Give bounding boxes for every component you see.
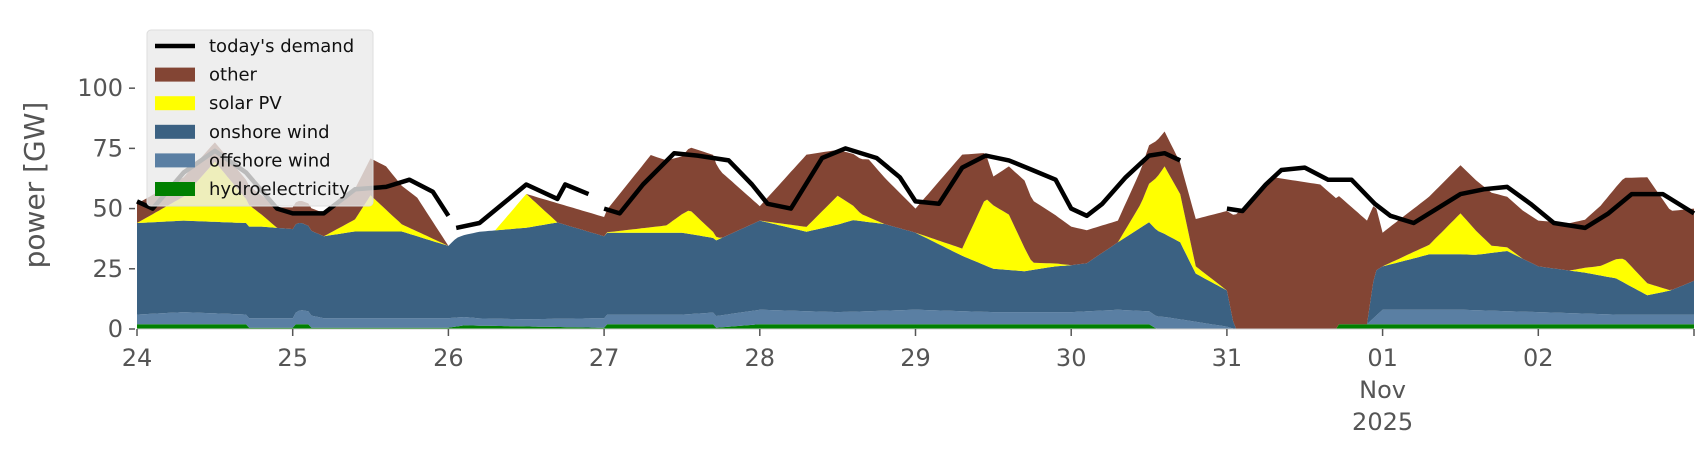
- y-axis: 0 25 50 75 100: [77, 74, 135, 343]
- x-tick-label: 01: [1367, 344, 1398, 372]
- y-tick-label: 100: [77, 74, 123, 102]
- legend-swatch: [155, 96, 195, 111]
- legend-swatch: [155, 182, 195, 196]
- area-solar-pv: [137, 161, 1694, 329]
- demand-segment: [1226, 165, 1696, 231]
- x-tick-label: 02: [1523, 344, 1554, 372]
- x-tick-label: 26: [433, 344, 464, 372]
- area-onshore-wind: [137, 220, 1694, 329]
- y-axis-label: power [GW]: [18, 102, 51, 269]
- legend-label: solar PV: [209, 93, 282, 114]
- legend-label: hydroelectricity: [209, 179, 350, 200]
- x-tick-label: 30: [1056, 344, 1087, 372]
- legend: today's demand other solar PV onshore wind o…: [146, 29, 374, 207]
- y-tick-label: 25: [92, 255, 123, 283]
- legend-swatch: [155, 67, 195, 82]
- legend-box: [146, 29, 374, 207]
- x-tick-label: 27: [589, 344, 620, 372]
- legend-swatch: [155, 153, 195, 168]
- x-tick-label: 24: [122, 344, 153, 372]
- area-offshore-wind: [137, 309, 1694, 329]
- x-tick-label: 2025: [1352, 408, 1413, 436]
- x-tick-label: Nov: [1359, 376, 1406, 404]
- area-other: [137, 131, 1694, 329]
- x-tick-label: 31: [1212, 344, 1243, 372]
- x-tick-label: 29: [900, 344, 931, 372]
- demand-segment: [603, 146, 1182, 219]
- legend-label: onshore wind: [209, 122, 330, 143]
- y-tick-label: 75: [92, 134, 123, 162]
- legend-label: offshore wind: [209, 150, 331, 171]
- x-tick-label: 28: [745, 344, 776, 372]
- legend-swatch: [155, 124, 195, 139]
- demand-segment: [455, 182, 590, 231]
- x-tick-label: 25: [277, 344, 308, 372]
- y-tick-label: 0: [108, 315, 123, 343]
- stacked-areas: [137, 131, 1694, 329]
- y-tick-label: 50: [92, 195, 123, 223]
- legend-label: other: [209, 65, 258, 86]
- x-axis: 24 25 26 27 28 29 30 31 01 Nov 2025 02: [122, 329, 1695, 436]
- area-hydroelectricity: [137, 324, 1694, 329]
- axes: 0 25 50 75 100 24 25 26 27 28 29 30 31 01 Nov 2025 02: [77, 74, 1695, 436]
- legend-label: today's demand: [209, 36, 354, 57]
